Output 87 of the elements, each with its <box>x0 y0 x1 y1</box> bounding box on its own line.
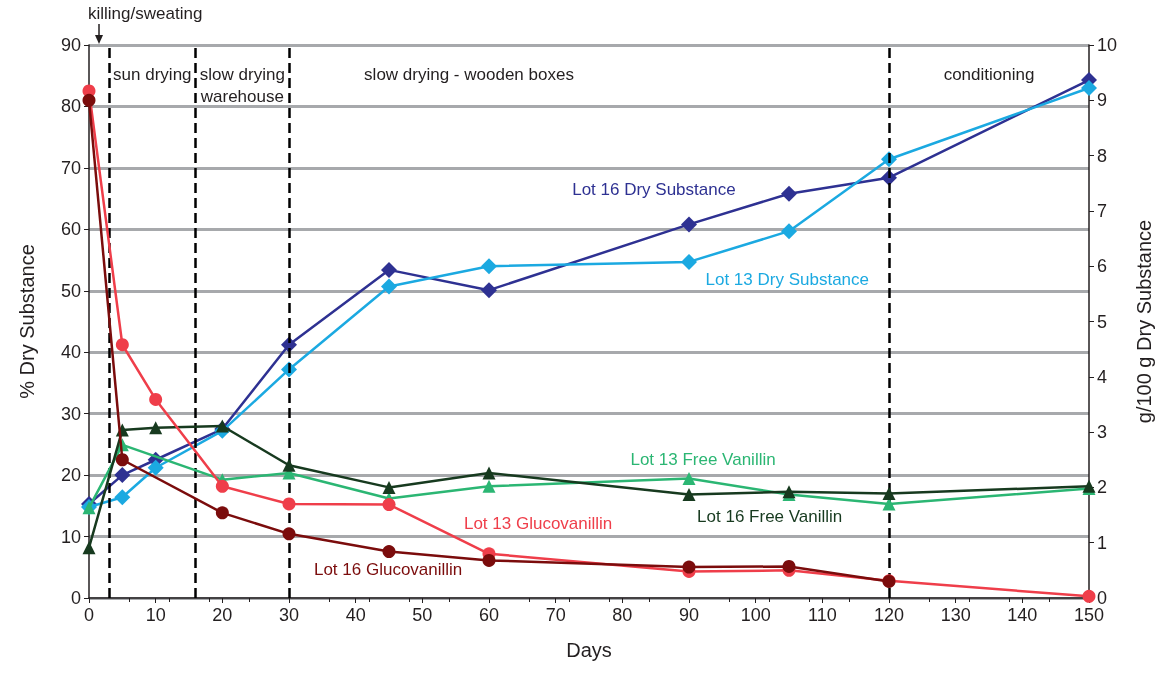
point <box>215 506 229 520</box>
point <box>215 419 229 433</box>
x-tick-label: 60 <box>478 605 500 625</box>
point <box>682 472 696 486</box>
y2-tick-label: 2 <box>1097 477 1108 498</box>
point <box>147 459 164 476</box>
x-tick-label: 80 <box>612 605 633 625</box>
y-tick-label: 20 <box>60 465 81 486</box>
x-tick-label: 100 <box>740 605 771 625</box>
x-tick-label: 110 <box>807 605 837 625</box>
point <box>114 489 131 506</box>
point <box>681 216 697 233</box>
point <box>115 453 129 467</box>
y-tick-label: 40 <box>60 342 81 363</box>
point <box>282 527 296 541</box>
point <box>215 479 229 493</box>
point <box>681 253 697 270</box>
annotation: conditioning <box>943 64 1035 84</box>
y2-tick-label: 0 <box>1097 588 1108 608</box>
point <box>114 467 131 484</box>
point <box>381 261 397 278</box>
y2-tick-label: 8 <box>1097 145 1108 166</box>
y-tick-label: 60 <box>60 219 81 240</box>
x-tick-label: 40 <box>345 605 366 625</box>
point <box>382 498 396 512</box>
point <box>149 421 163 435</box>
point <box>481 282 497 299</box>
x-tick-label: 10 <box>145 605 166 625</box>
point <box>149 392 163 406</box>
point <box>682 560 696 574</box>
series-label: Lot 16 Dry Substance <box>572 179 736 199</box>
point <box>781 185 797 202</box>
series-label: Lot 13 Dry Substance <box>705 270 869 290</box>
y-tick-label: 70 <box>60 157 81 178</box>
y2-tick-label: 3 <box>1097 422 1108 443</box>
point <box>82 93 96 107</box>
x-tick-label: 0 <box>83 605 95 625</box>
annotation: slow drying warehouse <box>199 64 285 106</box>
point <box>482 466 496 480</box>
y-tick-label: 90 <box>60 35 81 55</box>
y2-tick-label: 5 <box>1097 311 1108 332</box>
y-tick-label: 10 <box>60 526 81 547</box>
y-tick-label: 0 <box>70 588 81 608</box>
point <box>382 480 396 494</box>
y2-tick-label: 1 <box>1097 532 1108 553</box>
point <box>282 497 296 511</box>
series-label: Lot 16 Free Vanillin <box>697 507 843 527</box>
point <box>1081 80 1097 97</box>
x-axis-title: Days <box>566 639 612 661</box>
x-tick-label: 140 <box>1007 605 1038 625</box>
y2-tick-label: 9 <box>1097 90 1108 111</box>
point <box>115 338 129 352</box>
point <box>282 458 296 472</box>
annotation: sun drying <box>113 64 192 84</box>
point <box>382 545 396 559</box>
x-tick-label: 120 <box>873 605 905 625</box>
point <box>481 258 497 275</box>
y2-tick-label: 4 <box>1097 366 1108 387</box>
x-tick-label: 130 <box>940 605 971 625</box>
point <box>882 486 896 500</box>
series-label: Lot 13 Free Vanillin <box>630 450 776 470</box>
x-tick-label: 150 <box>1073 605 1105 625</box>
series-label: Lot 16 Glucovanillin <box>313 560 463 580</box>
y2-tick-label: 6 <box>1097 256 1108 277</box>
y-tick-label: 30 <box>60 403 81 424</box>
point <box>482 479 496 493</box>
y-tick-label: 50 <box>60 280 81 301</box>
x-tick-label: 50 <box>412 605 433 625</box>
x-tick-label: 70 <box>545 605 566 625</box>
x-tick-label: 30 <box>278 605 300 625</box>
point <box>782 559 796 573</box>
y-axis-title: % Dry Substance <box>16 244 38 399</box>
point <box>781 223 797 240</box>
series-label: Lot 13 Glucovanillin <box>463 513 613 533</box>
annotation: slow drying - wooden boxes <box>364 64 574 84</box>
point <box>1082 589 1096 603</box>
point <box>482 553 496 567</box>
x-tick-label: 90 <box>678 605 700 625</box>
point <box>381 278 397 295</box>
text: killing/sweating <box>88 4 203 23</box>
y-tick-label: 80 <box>60 96 81 117</box>
x-tick-label: 20 <box>212 605 233 625</box>
y2-tick-label: 7 <box>1097 200 1108 221</box>
y2-axis-title: g/100 g Dry Substance <box>1133 219 1155 424</box>
y2-tick-label: 10 <box>1097 35 1118 55</box>
point <box>682 488 696 502</box>
point <box>82 541 96 555</box>
